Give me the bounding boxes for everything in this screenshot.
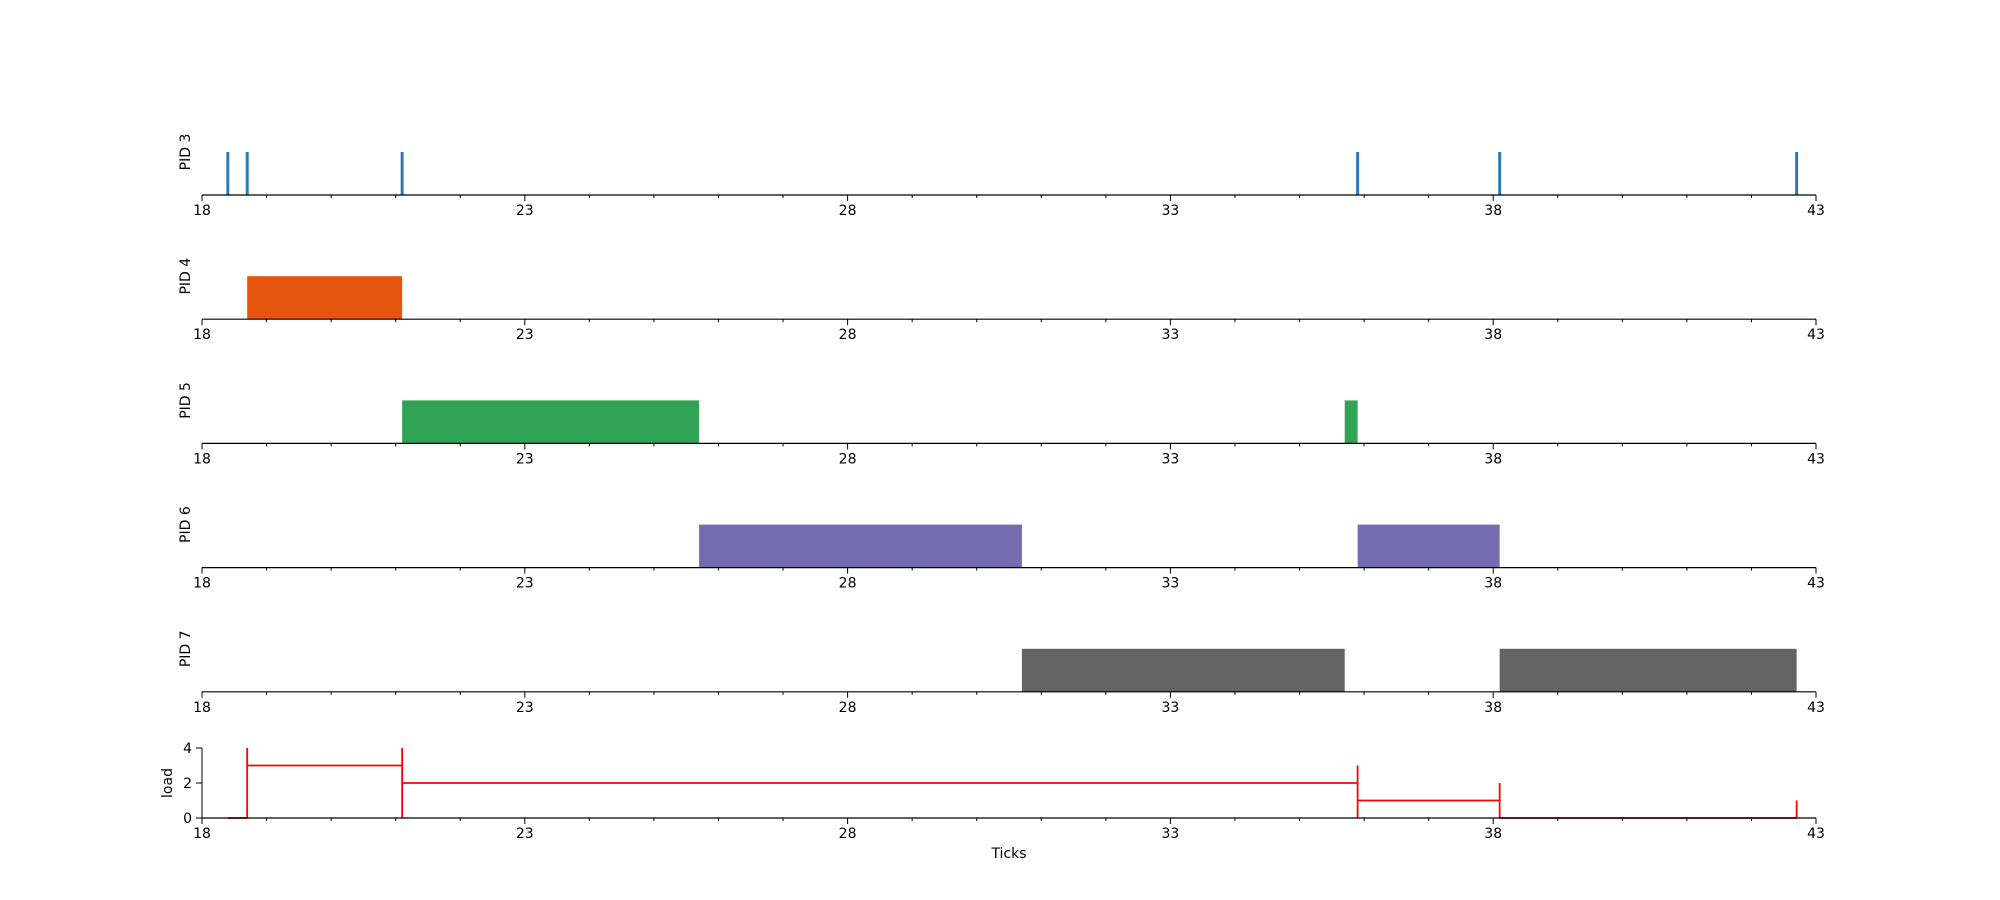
x-tick-label: 33 [1161, 826, 1179, 842]
panel-label: PID 6 [178, 506, 194, 543]
panel-label: PID 5 [178, 382, 194, 419]
x-tick-label: 38 [1484, 826, 1502, 842]
x-tick-label: 38 [1484, 576, 1502, 592]
x-tick-label: 18 [193, 327, 211, 343]
x-tick-label: 33 [1161, 576, 1179, 592]
x-tick-label: 43 [1807, 451, 1825, 467]
interval-bar [1357, 524, 1500, 568]
panel-label: PID 3 [178, 134, 194, 171]
x-tick-label: 43 [1807, 700, 1825, 716]
x-tick-label: 28 [839, 576, 857, 592]
y-tick-label: 2 [183, 776, 192, 792]
x-tick-label: 18 [193, 203, 211, 219]
x-tick-label: 28 [839, 826, 857, 842]
y-tick-label: 4 [183, 741, 192, 757]
interval-bar [1344, 400, 1358, 444]
x-tick-label: 38 [1484, 700, 1502, 716]
x-tick-label: 43 [1807, 327, 1825, 343]
x-axis-title: Ticks [990, 846, 1026, 862]
x-tick-label: 28 [839, 700, 857, 716]
x-tick-label: 28 [839, 327, 857, 343]
x-tick-label: 18 [193, 576, 211, 592]
interval-bar [1499, 648, 1797, 692]
y-tick-label: 0 [183, 811, 192, 827]
x-tick-label: 33 [1161, 700, 1179, 716]
x-tick-label: 38 [1484, 327, 1502, 343]
load-axis-label: load [160, 768, 176, 798]
x-tick-label: 28 [839, 203, 857, 219]
interval-bar [247, 276, 403, 320]
x-tick-label: 38 [1484, 451, 1502, 467]
x-tick-label: 23 [516, 327, 534, 343]
x-tick-label: 18 [193, 700, 211, 716]
x-tick-label: 18 [193, 451, 211, 467]
x-tick-label: 43 [1807, 576, 1825, 592]
x-tick-label: 38 [1484, 203, 1502, 219]
panel-label: PID 7 [178, 630, 194, 667]
x-tick-label: 23 [516, 576, 534, 592]
x-tick-label: 33 [1161, 327, 1179, 343]
x-tick-label: 23 [516, 700, 534, 716]
panel-label: PID 4 [178, 258, 194, 295]
x-tick-label: 23 [516, 451, 534, 467]
x-tick-label: 43 [1807, 203, 1825, 219]
interval-bar [1021, 648, 1345, 692]
x-tick-label: 28 [839, 451, 857, 467]
x-tick-label: 33 [1161, 451, 1179, 467]
interval-bar [402, 400, 700, 444]
interval-bar [699, 524, 1022, 568]
x-tick-label: 23 [516, 826, 534, 842]
x-tick-label: 23 [516, 203, 534, 219]
x-tick-label: 33 [1161, 203, 1179, 219]
x-tick-label: 43 [1807, 826, 1825, 842]
x-tick-label: 18 [193, 826, 211, 842]
